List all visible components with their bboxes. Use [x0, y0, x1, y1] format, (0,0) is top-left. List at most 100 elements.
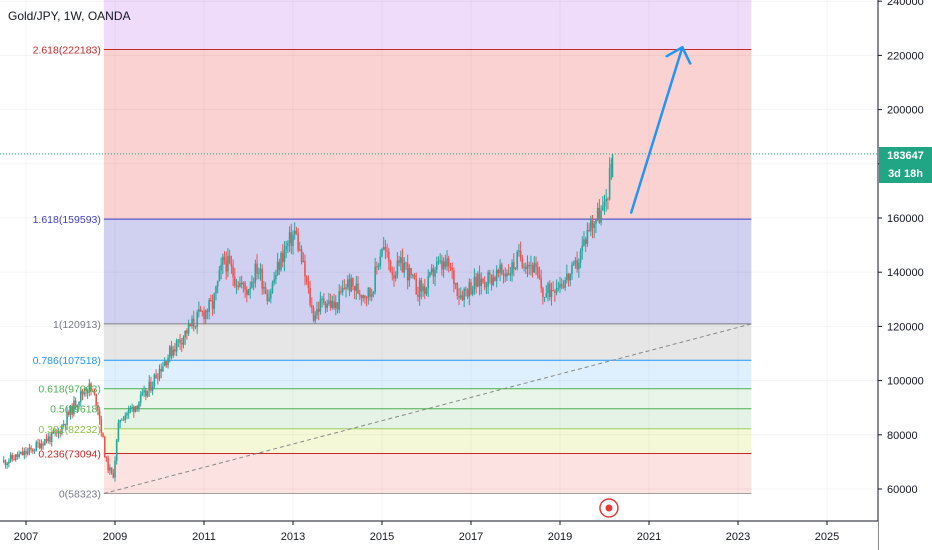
forecast-arrow-head[interactable]: [665, 46, 692, 65]
candle-body: [447, 258, 450, 267]
candle-body: [512, 262, 515, 270]
candle-body: [506, 273, 508, 277]
fib-zone: [103, 360, 752, 389]
candle-body: [601, 206, 604, 211]
candle-body: [290, 232, 293, 247]
candle-body: [249, 287, 252, 290]
candle-body: [608, 167, 611, 200]
candle-body: [386, 250, 388, 252]
candle-body: [100, 419, 103, 434]
fib-label: 0(58323): [59, 489, 101, 501]
candle-body: [350, 277, 352, 292]
candle-body: [485, 286, 488, 288]
candle-body: [305, 276, 308, 282]
candle-body: [509, 274, 512, 276]
candle-body: [50, 431, 53, 442]
candle-body: [581, 245, 584, 252]
candle-body: [234, 276, 236, 286]
candle-body: [102, 433, 104, 437]
candle-body: [559, 283, 561, 289]
candle-body: [69, 405, 72, 416]
candle-body: [78, 401, 80, 406]
price-tick-label: 220000: [887, 50, 924, 62]
time-axis-bg: [0, 521, 878, 550]
candle-body: [470, 282, 472, 295]
fib-label: 1.618(159593): [33, 214, 101, 226]
forecast-arrow-shaft[interactable]: [629, 46, 684, 214]
candle-body: [18, 454, 20, 457]
candle-body: [172, 349, 174, 356]
candle-body: [352, 277, 354, 287]
candle-body: [483, 281, 486, 287]
candle-body: [507, 273, 510, 276]
candle-body: [263, 287, 265, 289]
candle-body: [382, 247, 385, 250]
candle-body: [410, 268, 412, 276]
candle-body: [206, 310, 209, 313]
candle-body: [283, 249, 286, 262]
candle-body: [501, 264, 503, 274]
candle-body: [550, 289, 553, 297]
time-tick-label: 2009: [103, 531, 127, 543]
candle-body: [42, 443, 44, 446]
time-axis[interactable]: 2007 2009 2011 2013 2015 2017 2019 2021 2023 2025: [0, 520, 878, 550]
candle-body: [487, 272, 489, 287]
candle-body: [124, 415, 127, 420]
candle-body: [372, 291, 375, 295]
candle-body: [266, 293, 269, 302]
candle-body: [598, 207, 601, 223]
candle-body: [240, 282, 243, 285]
candle-body: [355, 283, 358, 291]
candle-body: [600, 210, 602, 223]
price-axis[interactable]: 2400002200002000001800001600001400001200…: [877, 0, 932, 550]
candle-body: [328, 300, 330, 304]
candle-body: [268, 298, 270, 302]
candle-body: [377, 266, 380, 267]
candle-body: [572, 263, 575, 265]
candle-body: [381, 249, 383, 257]
candle-body: [471, 289, 474, 295]
candle-body: [11, 454, 14, 459]
candle-body: [211, 301, 214, 309]
candle-body: [112, 473, 115, 478]
candle-body: [478, 273, 481, 287]
candle-body: [292, 234, 294, 247]
candle-body: [348, 279, 351, 292]
event-marker-icon[interactable]: [599, 498, 619, 518]
candle-body: [569, 273, 572, 281]
fib-lines: [0, 48, 878, 495]
candle-body: [495, 269, 498, 282]
candle-body: [88, 383, 91, 392]
fib-label: 0.382(82232): [38, 424, 100, 436]
candle-body: [365, 297, 368, 299]
candle-body: [168, 346, 171, 358]
candle-body: [405, 262, 407, 264]
candle-body: [595, 220, 597, 224]
time-tick-label: 2013: [281, 531, 305, 543]
candle-body: [441, 260, 443, 270]
candle-body: [449, 266, 452, 269]
candle-body: [21, 451, 24, 456]
candle-body: [422, 286, 424, 292]
candle-body: [451, 268, 453, 271]
candle-body: [329, 300, 332, 308]
candle-body: [155, 374, 157, 379]
bar-countdown-badge: 3d 18h: [879, 165, 932, 183]
candle-body: [591, 220, 594, 228]
candle-body: [511, 262, 513, 275]
price-tick-label: 60000: [887, 484, 918, 496]
candle-body: [336, 302, 339, 310]
candle-body: [275, 275, 277, 280]
candle-body: [222, 256, 224, 265]
forecast-arrow[interactable]: [629, 46, 692, 214]
candle-body: [235, 285, 238, 287]
candle-body: [186, 330, 188, 334]
candle-body: [311, 305, 313, 308]
candle-body: [543, 297, 546, 298]
event-marker-dot[interactable]: [605, 504, 613, 512]
candle-body: [430, 268, 433, 273]
candle-body: [23, 450, 26, 456]
candle-body: [220, 264, 222, 271]
candle-body: [146, 390, 149, 397]
